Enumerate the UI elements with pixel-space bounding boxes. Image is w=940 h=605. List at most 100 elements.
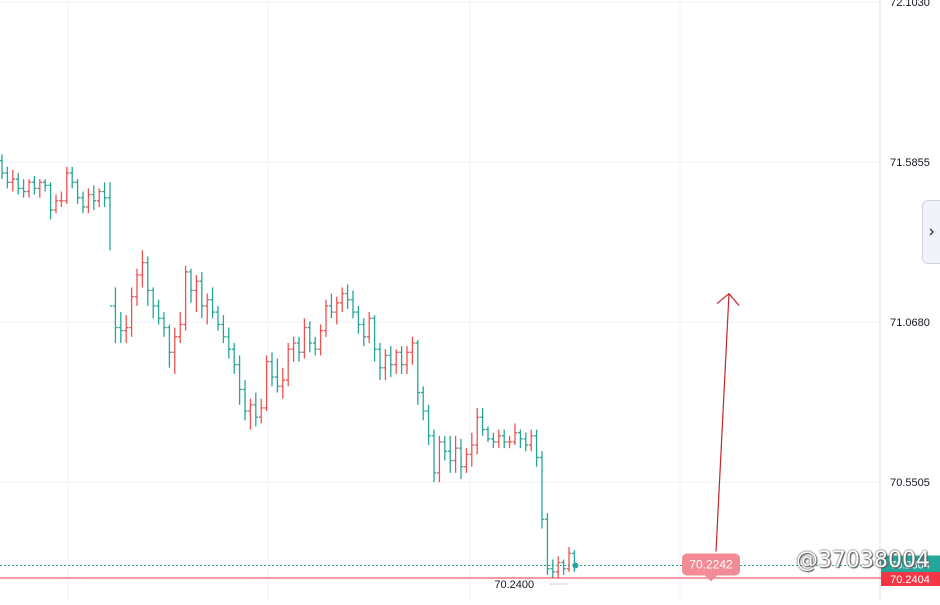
grid-lines bbox=[0, 0, 880, 600]
ohlc-bar bbox=[10, 169, 16, 192]
ohlc-bar bbox=[59, 191, 64, 207]
arrow-shaft[interactable] bbox=[715, 293, 730, 552]
ohlc-bar bbox=[199, 271, 205, 319]
ohlc-bar bbox=[231, 343, 237, 374]
ohlc-bar bbox=[150, 287, 156, 319]
y-tick-label: 71.0680 bbox=[890, 317, 930, 329]
ohlc-bar bbox=[561, 559, 566, 575]
ohlc-bar bbox=[469, 432, 475, 467]
y-tick-label: 71.5855 bbox=[890, 157, 930, 169]
ohlc-bar bbox=[140, 250, 145, 288]
ohlc-bar bbox=[534, 429, 539, 467]
ohlc-bar bbox=[80, 191, 86, 214]
ohlc-bar bbox=[253, 392, 259, 427]
ohlc-bar bbox=[410, 336, 415, 365]
ohlc-bar bbox=[242, 380, 248, 421]
arrow-head-icon bbox=[716, 292, 740, 306]
ohlc-bar bbox=[350, 290, 356, 319]
ohlc-bar bbox=[167, 324, 172, 368]
ohlc-bar bbox=[572, 550, 577, 572]
ohlc-bar bbox=[188, 268, 194, 303]
current-price-axis-tag bbox=[881, 555, 940, 573]
expand-panel-button[interactable]: › bbox=[922, 200, 940, 264]
ohlc-bar bbox=[518, 429, 523, 449]
ohlc-bar bbox=[377, 343, 383, 381]
ohlc-bar bbox=[123, 315, 129, 344]
y-tick-label: 70.5505 bbox=[890, 477, 930, 489]
ohlc-bar bbox=[204, 293, 210, 325]
ohlc-bar bbox=[215, 305, 221, 331]
ohlc-bar bbox=[383, 349, 388, 381]
ohlc-bar bbox=[285, 343, 291, 387]
y-tick-label: 72.1030 bbox=[890, 0, 930, 9]
ohlc-bar bbox=[388, 346, 394, 378]
ohlc-bar bbox=[356, 305, 361, 334]
ohlc-bar bbox=[307, 321, 313, 353]
ohlc-bar bbox=[96, 188, 102, 207]
ohlc-bar bbox=[329, 293, 334, 319]
ohlc-bar bbox=[275, 358, 280, 393]
ohlc-bar bbox=[334, 296, 340, 325]
ohlc-bar bbox=[491, 432, 496, 449]
ohlc-bar bbox=[539, 451, 545, 529]
ohlc-bar bbox=[415, 339, 421, 405]
ohlc-bar bbox=[86, 188, 91, 214]
low-level-axis-tag bbox=[881, 572, 940, 586]
ohlc-bar bbox=[183, 265, 188, 331]
low-level-axis-label: 70.2404 bbox=[890, 574, 930, 586]
ohlc-bar bbox=[69, 166, 75, 189]
ohlc-bars bbox=[0, 154, 577, 578]
low-price-label: 70.2400 bbox=[494, 579, 534, 591]
ohlc-bar bbox=[53, 194, 59, 214]
ohlc-bar bbox=[237, 355, 242, 405]
ohlc-bar bbox=[345, 284, 350, 310]
ohlc-bar bbox=[91, 185, 97, 211]
ohlc-bar bbox=[194, 275, 199, 313]
ohlc-bar bbox=[248, 398, 253, 430]
ohlc-bar bbox=[161, 312, 167, 337]
ohlc-bar bbox=[458, 438, 464, 480]
ohlc-bar bbox=[496, 429, 502, 449]
ohlc-bar bbox=[156, 299, 161, 325]
target-price-tag[interactable] bbox=[682, 553, 740, 576]
target-arrow[interactable]: 70.2242 bbox=[682, 292, 740, 582]
ohlc-bar bbox=[523, 432, 529, 452]
ohlc-bar bbox=[361, 318, 367, 347]
ohlc-bar bbox=[555, 556, 561, 578]
ohlc-bar bbox=[501, 429, 507, 449]
ohlc-bar bbox=[42, 179, 48, 192]
ohlc-bar bbox=[280, 367, 286, 399]
ohlc-bar bbox=[269, 352, 275, 387]
ohlc-bar bbox=[21, 179, 26, 198]
ohlc-bar bbox=[0, 154, 5, 180]
price-axis: 72.1030 71.5855 71.0680 70.5505 bbox=[890, 0, 930, 489]
last-price-dot bbox=[572, 562, 579, 569]
ohlc-bar bbox=[426, 404, 431, 446]
ohlc-bar bbox=[545, 513, 550, 575]
ohlc-bar bbox=[366, 312, 372, 344]
ohlc-bar bbox=[107, 182, 113, 307]
ohlc-bar bbox=[312, 336, 318, 356]
ohlc-bar bbox=[437, 435, 442, 483]
ohlc-bar bbox=[431, 429, 437, 483]
ohlc-bar bbox=[480, 407, 485, 436]
ohlc-bar bbox=[113, 287, 118, 344]
tag-pointer bbox=[705, 575, 717, 582]
ohlc-bar bbox=[37, 179, 43, 198]
ohlc-bar bbox=[302, 318, 307, 359]
ohlc-bar bbox=[404, 346, 410, 374]
ohlc-bar bbox=[64, 166, 70, 204]
ohlc-bar bbox=[453, 435, 458, 473]
ohlc-bar bbox=[15, 172, 21, 195]
ohlc-bar bbox=[75, 179, 80, 204]
ohlc-bar bbox=[226, 327, 232, 359]
chevron-right-icon: › bbox=[928, 223, 935, 240]
ohlc-bar bbox=[442, 435, 448, 461]
ohlc-bar bbox=[474, 407, 480, 455]
ohlc-bar bbox=[118, 312, 124, 344]
ohlc-bar bbox=[566, 547, 572, 572]
ohlc-bar bbox=[221, 315, 226, 344]
ohlc-bar bbox=[339, 287, 345, 313]
